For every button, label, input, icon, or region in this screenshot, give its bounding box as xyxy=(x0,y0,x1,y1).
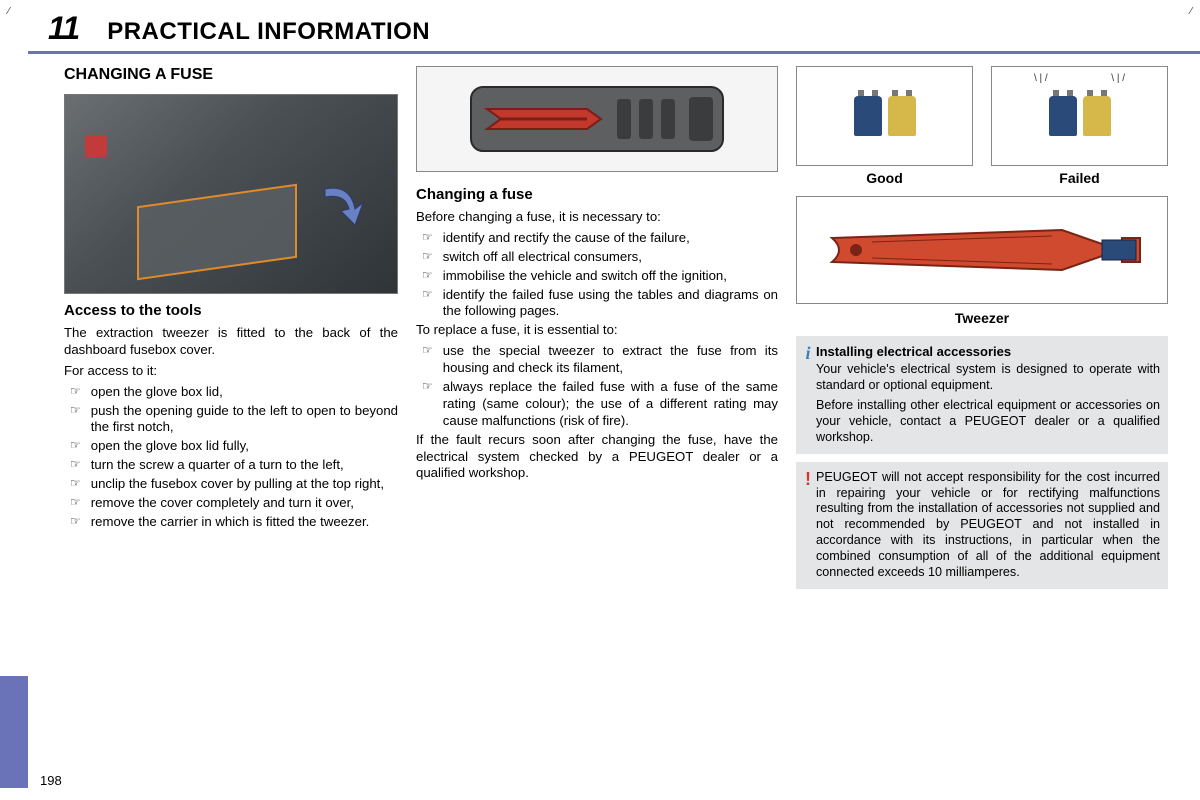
access-intro: The extraction tweezer is fitted to the … xyxy=(64,325,398,359)
column-right: ⁄ ⁄ \ | / \ | / Good Failed Tweezer xyxy=(796,66,1168,597)
info-title: Installing electrical accessories xyxy=(816,344,1160,360)
column-left: CHANGING A FUSE Access to the tools The … xyxy=(64,66,398,597)
list-item: turn the screw a quarter of a turn to th… xyxy=(64,457,398,474)
access-heading: Access to the tools xyxy=(64,302,398,319)
list-item: unclip the fusebox cover by pulling at t… xyxy=(64,476,398,493)
list-item: push the opening guide to the left to op… xyxy=(64,403,398,437)
page-tab xyxy=(0,676,28,788)
list-item: switch off all electrical consumers, xyxy=(416,249,778,266)
warning-text: PEUGEOT will not accept responsibility f… xyxy=(816,470,1160,581)
warning-callout: ! PEUGEOT will not accept responsibility… xyxy=(796,462,1168,589)
list-item: immobilise the vehicle and switch off th… xyxy=(416,268,778,285)
list-item: open the glove box lid fully, xyxy=(64,438,398,455)
changing-lead2: To replace a fuse, it is essential to: xyxy=(416,322,778,339)
changing-outro: If the fault recurs soon after changing … xyxy=(416,432,778,483)
list-item: remove the cover completely and turn it … xyxy=(64,495,398,512)
changing-heading: Changing a fuse xyxy=(416,186,778,203)
header-rule xyxy=(28,51,1200,54)
failed-label: Failed xyxy=(991,170,1168,186)
section-title: CHANGING A FUSE xyxy=(64,66,398,84)
warning-icon: ! xyxy=(800,470,816,581)
changing-steps1: identify and rectify the cause of the fa… xyxy=(416,230,778,322)
column-middle: Changing a fuse Before changing a fuse, … xyxy=(416,66,778,597)
good-label: Good xyxy=(796,170,973,186)
info-icon: i xyxy=(800,344,816,446)
page-number: 198 xyxy=(40,773,62,788)
changing-lead1: Before changing a fuse, it is necessary … xyxy=(416,209,778,226)
changing-steps2: use the special tweezer to extract the f… xyxy=(416,343,778,431)
list-item: always replace the failed fuse with a fu… xyxy=(416,379,778,430)
info-callout: i Installing electrical accessories Your… xyxy=(796,336,1168,454)
chapter-title: PRACTICAL INFORMATION xyxy=(107,18,430,46)
glovebox-image xyxy=(64,94,398,294)
list-item: open the glove box lid, xyxy=(64,384,398,401)
access-lead: For access to it: xyxy=(64,363,398,380)
tweezer-image xyxy=(796,196,1168,304)
list-item: use the special tweezer to extract the f… xyxy=(416,343,778,377)
info-p1: Your vehicle's electrical system is desi… xyxy=(816,362,1160,394)
info-p2: Before installing other electrical equip… xyxy=(816,398,1160,446)
list-item: identify the failed fuse using the table… xyxy=(416,287,778,321)
tweezer-holder-image xyxy=(416,66,778,172)
access-steps-list: open the glove box lid, push the opening… xyxy=(64,384,398,533)
failed-fuse-image: \ | / \ | / xyxy=(991,66,1168,166)
chapter-number: 11 xyxy=(48,10,79,47)
list-item: remove the carrier in which is fitted th… xyxy=(64,514,398,531)
open-arrow-icon xyxy=(315,179,365,229)
good-fuse-image: ⁄ ⁄ xyxy=(796,66,973,166)
list-item: identify and rectify the cause of the fa… xyxy=(416,230,778,247)
tweezer-label: Tweezer xyxy=(796,310,1168,326)
